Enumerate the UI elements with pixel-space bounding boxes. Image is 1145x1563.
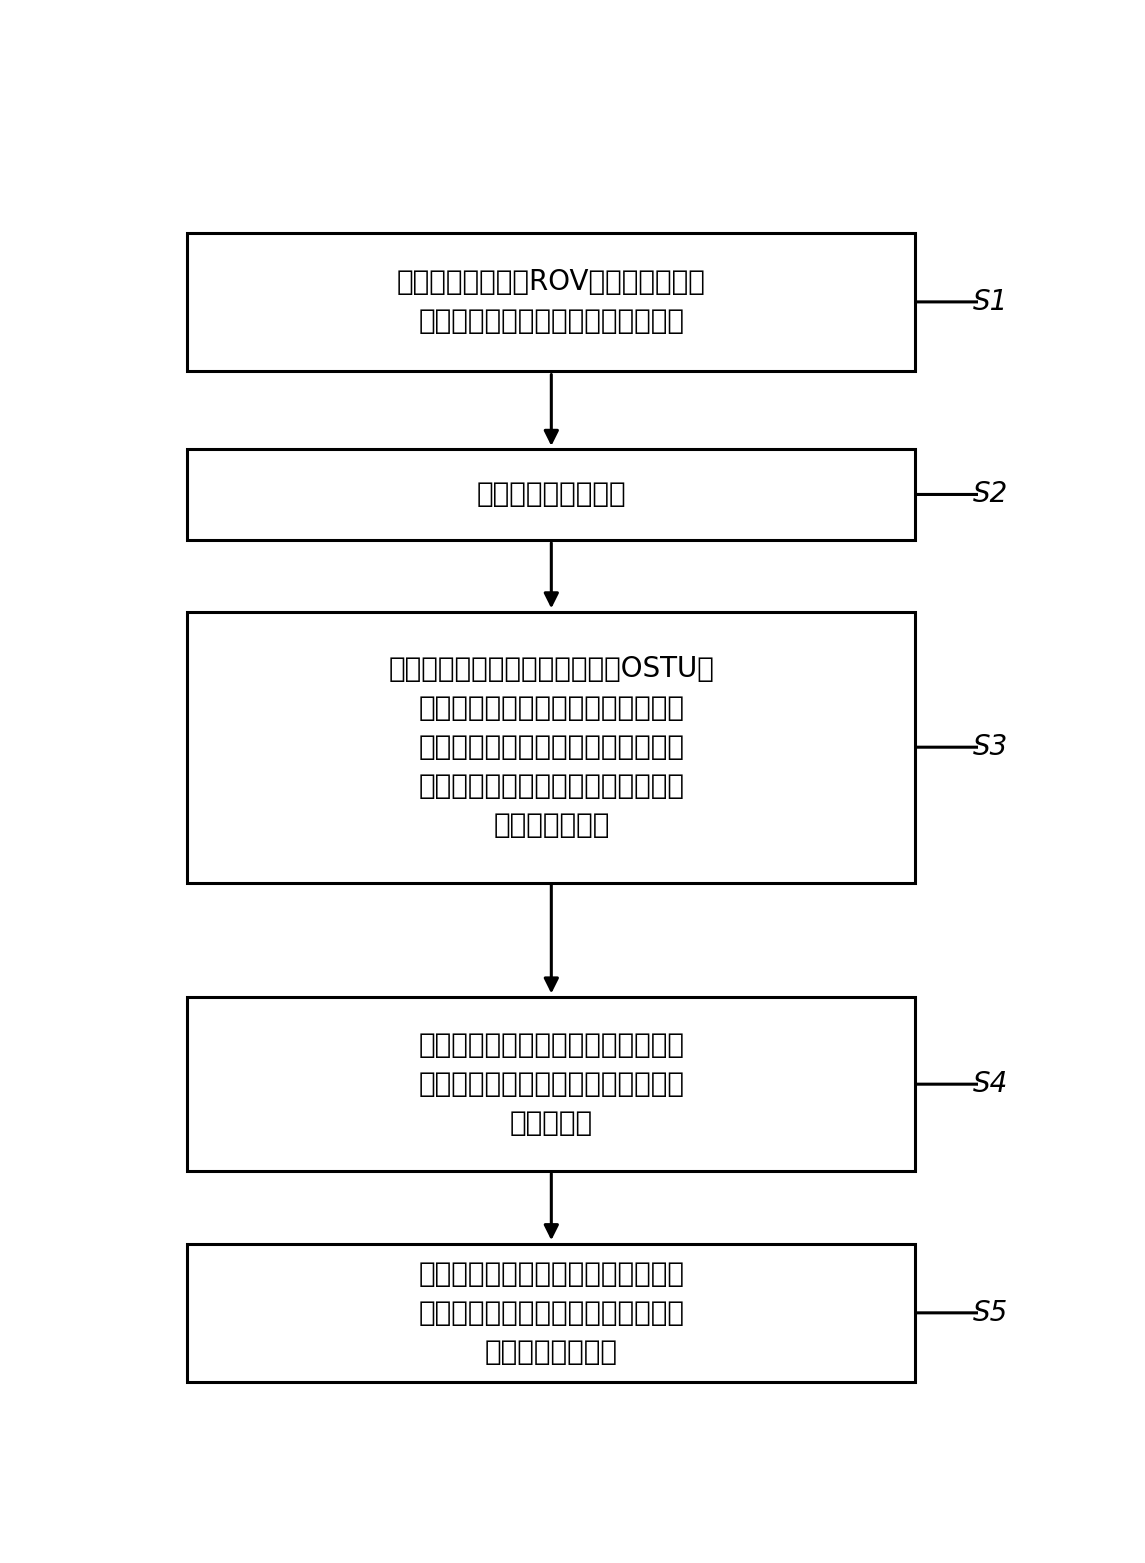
Text: 对网衣二值图像进行连通域分割，将
网衣上的每个网孔分割开来作为单独
的研究对象: 对网衣二值图像进行连通域分割，将 网衣上的每个网孔分割开来作为单独 的研究对象 bbox=[418, 1032, 685, 1138]
Text: S4: S4 bbox=[973, 1071, 1009, 1099]
FancyBboxPatch shape bbox=[188, 449, 915, 539]
Text: S5: S5 bbox=[973, 1299, 1009, 1327]
Text: S1: S1 bbox=[973, 288, 1009, 316]
FancyBboxPatch shape bbox=[188, 1244, 915, 1382]
Text: S3: S3 bbox=[973, 733, 1009, 761]
Text: 进行网衣图像预处理: 进行网衣图像预处理 bbox=[476, 480, 626, 508]
Text: S2: S2 bbox=[973, 480, 1009, 508]
Text: 利用最大类间方差法即大津法（OSTU）
对网衣灰度图像进行二值化操作，通
过不断调整自适应阈值来达到目标网
衣与背景的最优分割，得到网衣网线
与网孔的二值图: 利用最大类间方差法即大津法（OSTU） 对网衣灰度图像进行二值化操作，通 过不断… bbox=[388, 655, 714, 839]
FancyBboxPatch shape bbox=[188, 997, 915, 1171]
Text: 根据得到的网孔面积值得到面积升序
曲线，并计算曲线的特征梯度，进而
形成特征梯度曲线: 根据得到的网孔面积值得到面积升序 曲线，并计算曲线的特征梯度，进而 形成特征梯度… bbox=[418, 1260, 685, 1366]
FancyBboxPatch shape bbox=[188, 233, 915, 370]
Text: 利用水下机器人（ROV）对水下网衣进
行视频采集，获取网箱网衣局部图像: 利用水下机器人（ROV）对水下网衣进 行视频采集，获取网箱网衣局部图像 bbox=[397, 269, 705, 336]
FancyBboxPatch shape bbox=[188, 611, 915, 883]
